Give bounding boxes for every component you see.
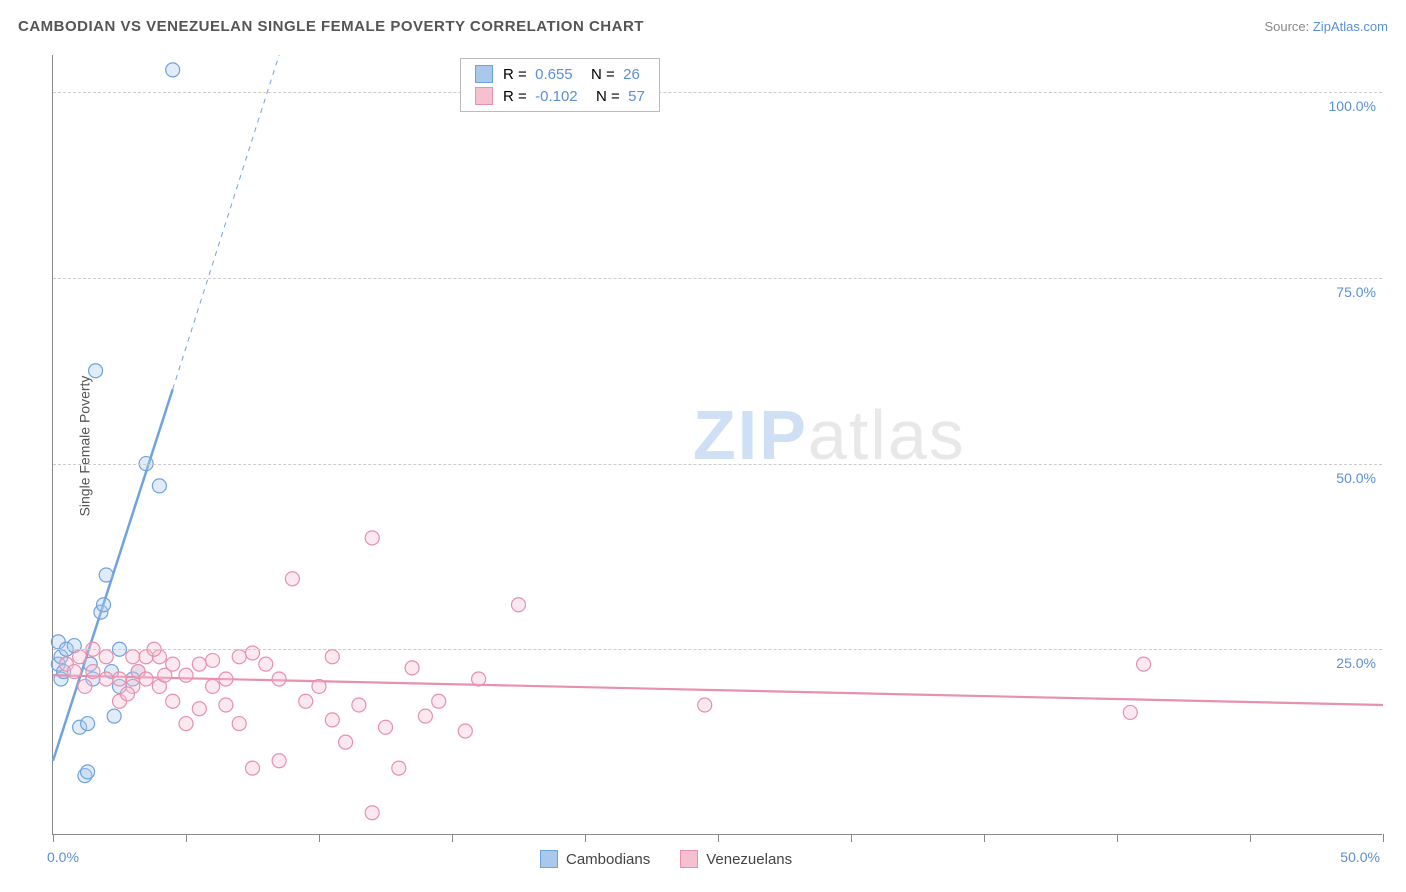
data-point-cambodians: [89, 364, 103, 378]
data-point-venezuelans: [99, 650, 113, 664]
x-tick-label: 0.0%: [47, 849, 79, 865]
data-point-venezuelans: [206, 653, 220, 667]
chart-title: CAMBODIAN VS VENEZUELAN SINGLE FEMALE PO…: [18, 18, 644, 35]
legend-item-cambodians: Cambodians: [540, 850, 650, 868]
data-point-cambodians: [81, 717, 95, 731]
data-point-venezuelans: [352, 698, 366, 712]
data-point-venezuelans: [219, 698, 233, 712]
data-point-cambodians: [152, 479, 166, 493]
data-point-venezuelans: [246, 646, 260, 660]
data-point-venezuelans: [432, 694, 446, 708]
x-tick: [851, 834, 852, 842]
data-point-venezuelans: [365, 531, 379, 545]
data-point-venezuelans: [206, 679, 220, 693]
data-point-cambodians: [107, 709, 121, 723]
x-tick: [1117, 834, 1118, 842]
x-tick: [319, 834, 320, 842]
data-point-venezuelans: [86, 665, 100, 679]
data-point-venezuelans: [99, 672, 113, 686]
data-point-venezuelans: [379, 720, 393, 734]
data-point-venezuelans: [120, 687, 134, 701]
data-point-venezuelans: [67, 665, 81, 679]
data-point-venezuelans: [418, 709, 432, 723]
data-point-venezuelans: [325, 650, 339, 664]
x-tick: [718, 834, 719, 842]
data-point-venezuelans: [192, 657, 206, 671]
data-point-cambodians: [99, 568, 113, 582]
data-point-venezuelans: [126, 650, 140, 664]
data-point-venezuelans: [259, 657, 273, 671]
data-point-cambodians: [97, 598, 111, 612]
data-point-venezuelans: [698, 698, 712, 712]
chart-svg: [53, 55, 1382, 834]
data-point-venezuelans: [325, 713, 339, 727]
data-point-venezuelans: [166, 694, 180, 708]
x-tick: [1250, 834, 1251, 842]
x-tick: [186, 834, 187, 842]
data-point-venezuelans: [405, 661, 419, 675]
data-point-cambodians: [81, 765, 95, 779]
correlation-legend: R = 0.655 N = 26 R = -0.102 N = 57: [460, 58, 660, 112]
gridline: [53, 649, 1382, 650]
data-point-venezuelans: [1123, 705, 1137, 719]
data-point-venezuelans: [78, 679, 92, 693]
data-point-venezuelans: [339, 735, 353, 749]
y-tick-label: 25.0%: [1336, 655, 1376, 671]
swatch-venezuelans: [475, 87, 493, 105]
data-point-venezuelans: [299, 694, 313, 708]
data-point-venezuelans: [232, 717, 246, 731]
x-tick-label: 50.0%: [1340, 849, 1380, 865]
y-tick-label: 100.0%: [1329, 98, 1376, 114]
data-point-venezuelans: [1137, 657, 1151, 671]
x-tick: [585, 834, 586, 842]
data-point-venezuelans: [458, 724, 472, 738]
data-point-venezuelans: [166, 657, 180, 671]
series-legend: Cambodians Venezuelans: [540, 850, 792, 868]
gridline: [53, 464, 1382, 465]
data-point-venezuelans: [272, 672, 286, 686]
data-point-venezuelans: [285, 572, 299, 586]
gridline: [53, 278, 1382, 279]
plot-area: ZIPatlas 25.0%50.0%75.0%100.0%0.0%50.0%: [52, 55, 1382, 835]
x-tick: [984, 834, 985, 842]
chart-header: CAMBODIAN VS VENEZUELAN SINGLE FEMALE PO…: [18, 18, 1388, 35]
data-point-venezuelans: [272, 754, 286, 768]
data-point-venezuelans: [113, 672, 127, 686]
legend-row-venezuelans: R = -0.102 N = 57: [475, 87, 645, 105]
data-point-venezuelans: [232, 650, 246, 664]
data-point-venezuelans: [512, 598, 526, 612]
data-point-venezuelans: [246, 761, 260, 775]
x-tick: [1383, 834, 1384, 842]
data-point-venezuelans: [179, 668, 193, 682]
y-tick-label: 75.0%: [1336, 284, 1376, 300]
legend-item-venezuelans: Venezuelans: [680, 850, 792, 868]
swatch-cambodians: [475, 65, 493, 83]
data-point-venezuelans: [219, 672, 233, 686]
data-point-venezuelans: [139, 672, 153, 686]
source-attribution: Source: ZipAtlas.com: [1264, 19, 1388, 34]
swatch-venezuelans-b: [680, 850, 698, 868]
x-tick: [53, 834, 54, 842]
data-point-venezuelans: [192, 702, 206, 716]
x-tick: [452, 834, 453, 842]
y-tick-label: 50.0%: [1336, 470, 1376, 486]
data-point-venezuelans: [365, 806, 379, 820]
source-link[interactable]: ZipAtlas.com: [1313, 19, 1388, 34]
data-point-cambodians: [166, 63, 180, 77]
data-point-venezuelans: [472, 672, 486, 686]
gridline: [53, 92, 1382, 93]
legend-row-cambodians: R = 0.655 N = 26: [475, 65, 645, 83]
trend-line-dash-cambodians: [173, 55, 279, 389]
trend-line-venezuelans: [53, 675, 1383, 705]
data-point-venezuelans: [179, 717, 193, 731]
data-point-venezuelans: [392, 761, 406, 775]
data-point-venezuelans: [312, 679, 326, 693]
swatch-cambodians-b: [540, 850, 558, 868]
data-point-venezuelans: [73, 650, 87, 664]
